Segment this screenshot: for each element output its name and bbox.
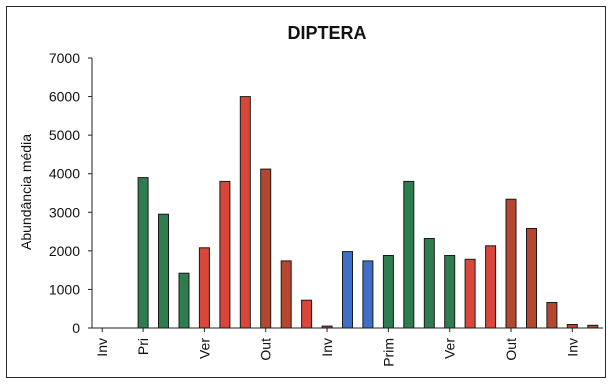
bar [444, 255, 456, 329]
bar [178, 272, 190, 329]
x-ticks: Inv Pri Ver Out Inv Prim Ver Out Inv [94, 328, 580, 367]
y-tick-label: 7000 [49, 50, 80, 66]
bar [260, 168, 272, 329]
y-tick-label: 0 [72, 320, 80, 336]
bar [137, 177, 149, 329]
chart-title: DIPTERA [287, 23, 366, 43]
x-tick-label: Out [258, 338, 274, 361]
bar [342, 251, 353, 329]
y-tick-label: 6000 [49, 89, 80, 105]
x-tick-label: Inv [319, 338, 335, 357]
chart-svg: DIPTERA Abundância média 0 1000 2000 3000 40… [18, 23, 603, 367]
bar [485, 245, 497, 329]
bar [546, 302, 558, 329]
bar [566, 324, 578, 329]
bar [382, 255, 394, 329]
y-ticks: 0 1000 2000 3000 4000 5000 6000 7000 [49, 50, 92, 336]
y-tick-label: 4000 [49, 166, 80, 182]
bar [362, 260, 374, 329]
y-axis-label: Abundância média [18, 134, 34, 250]
bar [301, 299, 313, 329]
x-tick-label: Inv [94, 338, 110, 357]
x-tick-label: Inv [564, 338, 580, 357]
bar [158, 213, 169, 329]
bar [526, 228, 537, 329]
bar [403, 180, 415, 329]
bar [587, 324, 599, 329]
bar [219, 180, 231, 329]
bar [321, 325, 333, 329]
bar [464, 258, 476, 329]
x-tick-label: Ver [442, 338, 458, 359]
y-tick-label: 1000 [49, 281, 80, 297]
bar [505, 198, 517, 329]
bar [280, 260, 292, 329]
chart-frame: DIPTERA Abundância média 0 1000 2000 3000 40… [6, 6, 606, 378]
y-tick-label: 5000 [49, 127, 80, 143]
x-tick-label: Pri [135, 338, 151, 355]
bar [198, 247, 210, 329]
x-tick-label: Out [503, 338, 519, 361]
x-tick-label: Prim [380, 338, 396, 367]
bars [137, 96, 599, 329]
x-tick-label: Ver [196, 338, 212, 359]
y-tick-label: 3000 [49, 204, 80, 220]
bar [239, 96, 251, 329]
y-tick-label: 2000 [49, 243, 80, 259]
bar [423, 238, 435, 329]
